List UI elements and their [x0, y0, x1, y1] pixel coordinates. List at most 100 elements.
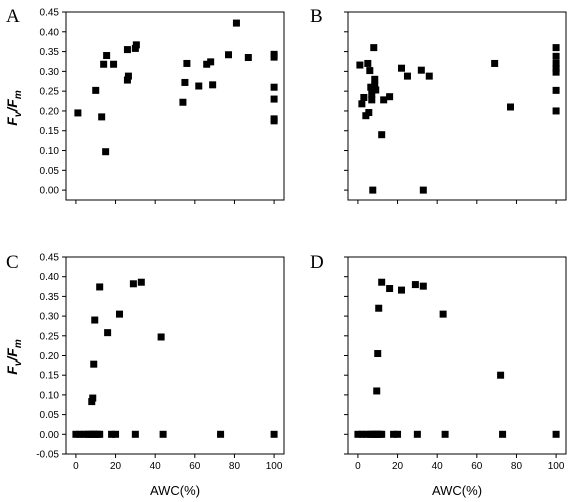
panel-a-point-5: [103, 52, 111, 60]
panel-d-point-9: [378, 430, 386, 438]
panel-a-point-11: [132, 41, 140, 49]
panel-c-ytick-label-6: 0.25: [40, 331, 60, 342]
y-axis-label-top-slash: /F: [4, 99, 20, 113]
panel-a-ytick-label-9: 0.45: [40, 8, 60, 19]
panel-d-point-14: [499, 430, 507, 438]
panel-b-point-15: [378, 131, 386, 139]
panel-d-label: D: [310, 252, 324, 273]
x-axis-label-right: AWC(%): [432, 483, 482, 498]
panel-a-point-24: [270, 83, 278, 91]
panel-d-point-1: [358, 430, 366, 438]
panel-b-point-5: [365, 109, 373, 117]
panel-b-point-29: [552, 68, 560, 76]
panel-b-point-25: [552, 44, 560, 52]
panel-c-ytick-label-7: 0.30: [40, 312, 60, 323]
y-axis-label-bottom-f: F: [4, 366, 20, 375]
panel-d-point-15: [552, 430, 560, 438]
panel-d-point-22: [411, 281, 419, 289]
panel-c-point-13: [159, 430, 167, 438]
panel-a-point-2: [98, 113, 106, 121]
panel-a-point-18: [209, 81, 217, 89]
panel-c-xtick-label-4: 80: [229, 461, 241, 472]
chart-marks: 0.00 0.05 0.10 0.15 0.20 0.25 0.30 0.35 0.40 0.45…: [36, 8, 565, 473]
panel-d-point-18: [375, 304, 383, 312]
panel-c-point-20: [96, 283, 104, 291]
panel-b-point-1: [358, 100, 366, 108]
panel-c-xtick-label-5: 100: [266, 461, 283, 472]
panel-c-point-22: [116, 310, 124, 318]
panel-b-point-30: [552, 86, 560, 94]
panel-a-point-25: [270, 95, 278, 103]
panel-b-point-13: [371, 81, 379, 89]
panel-c-ytick-label-2: 0.05: [40, 410, 60, 421]
panel-a-label: A: [6, 6, 20, 27]
panel-b-point-26: [552, 52, 560, 60]
panel-c-xtick-label-2: 40: [150, 461, 162, 472]
panel-c-point-15: [270, 430, 278, 438]
panel-c-point-23: [129, 280, 137, 288]
panel-d-point-17: [374, 350, 382, 358]
panel-b-point-28: [552, 65, 560, 73]
panel-b-point-11: [370, 44, 378, 52]
panel-c-ytick-label-4: 0.15: [40, 371, 60, 382]
panel-c-ytick-label-0: -0.05: [36, 450, 59, 461]
panel-a-point-19: [225, 51, 233, 59]
panel-b-point-22: [425, 72, 433, 80]
panel-b-point-9: [368, 90, 376, 98]
panel-a-point-1: [92, 86, 100, 94]
panel-c-point-1: [76, 430, 84, 438]
panel-a-point-0: [74, 109, 82, 117]
panel-c-point-12: [131, 430, 139, 438]
panel-d-point-2: [362, 430, 370, 438]
panel-a-ytick-label-5: 0.25: [40, 87, 60, 98]
panel-a-point-13: [181, 78, 189, 86]
y-axis-label-bottom-v: v: [13, 359, 24, 366]
panel-d-point-19: [378, 278, 386, 286]
panel-a-ytick-label-8: 0.40: [40, 27, 60, 38]
panel-b-point-27: [552, 59, 560, 67]
panel-c-point-2: [80, 430, 88, 438]
panel-c-point-19: [91, 316, 99, 324]
panel-b-point-31: [552, 107, 560, 115]
x-axis-label-left: AWC(%): [150, 483, 200, 498]
panel-a-ytick-label-3: 0.15: [40, 126, 60, 137]
panel-a-point-6: [110, 60, 118, 68]
panel-a-point-20: [232, 19, 240, 27]
panel-a-point-15: [195, 82, 203, 90]
panel-c-ytick-label-5: 0.20: [40, 351, 60, 362]
panel-a-ytick-label-2: 0.10: [40, 146, 60, 157]
panel-d-xtick-label-0: 0: [355, 461, 361, 472]
panel-b-point-18: [398, 64, 406, 72]
panel-a-ytick-label-7: 0.35: [40, 47, 60, 58]
panel-d-point-20: [386, 285, 394, 293]
panel-c-point-17: [89, 394, 97, 402]
panel-a-point-3: [100, 60, 108, 68]
panel-b-frame: [347, 11, 567, 201]
panel-a-point-14: [183, 59, 191, 67]
panel-a-point-4: [102, 148, 110, 156]
panel-d-point-11: [394, 430, 402, 438]
panel-a-point-10: [131, 44, 139, 52]
y-axis-label-bottom-slash: /F: [4, 348, 20, 362]
panel-b-point-8: [368, 96, 376, 104]
panel-c-ytick-label-9: 0.40: [40, 272, 60, 283]
panel-c-ytick-label-1: 0.00: [40, 430, 60, 441]
panel-c-point-21: [104, 329, 112, 337]
panel-d-point-25: [497, 371, 505, 379]
panel-a-point-12: [179, 98, 187, 106]
panel-d-point-16: [373, 387, 381, 395]
panel-a-ytick-label-1: 0.05: [40, 166, 60, 177]
panel-c-point-0: [72, 430, 80, 438]
panel-d-xtick-label-4: 80: [511, 461, 523, 472]
panel-b-point-20: [417, 66, 425, 74]
panel-c-ytick-label-10: 0.45: [40, 253, 60, 264]
panel-c-xtick-label-1: 20: [110, 461, 122, 472]
panel-d-xtick-label-3: 60: [471, 461, 483, 472]
y-axis-label-top-m: m: [13, 90, 24, 99]
panel-a-point-23: [270, 53, 278, 61]
panel-b-point-23: [491, 59, 499, 67]
panel-a-ytick-label-4: 0.20: [40, 106, 60, 117]
panel-d-point-12: [413, 430, 421, 438]
panel-c-point-25: [157, 333, 165, 341]
